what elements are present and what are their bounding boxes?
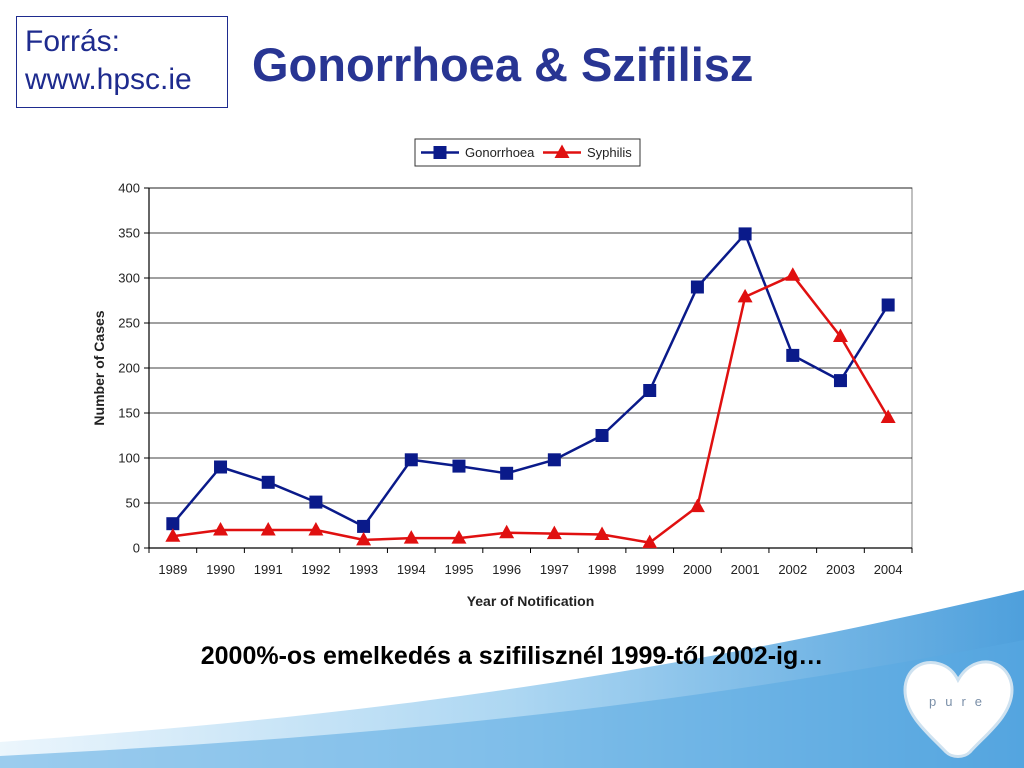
y-tick-label: 100 xyxy=(118,451,140,466)
y-tick-label: 250 xyxy=(118,316,140,331)
x-tick-label: 1993 xyxy=(349,562,378,577)
legend-label: Syphilis xyxy=(587,145,632,160)
data-point xyxy=(786,348,800,362)
y-tick-label: 200 xyxy=(118,361,140,376)
data-point xyxy=(689,498,705,513)
data-point xyxy=(356,531,372,546)
x-tick-label: 1998 xyxy=(588,562,617,577)
data-point xyxy=(738,227,752,241)
data-point xyxy=(213,522,229,536)
data-point xyxy=(785,267,801,281)
data-point xyxy=(643,384,657,397)
source-url: www.hpsc.ie xyxy=(25,63,192,96)
data-point xyxy=(357,519,371,533)
legend-entry-syphilis: Syphilis xyxy=(543,144,632,160)
data-point xyxy=(547,453,561,467)
y-axis-label: Number of Cases xyxy=(91,310,107,425)
heart-icon xyxy=(903,660,1014,758)
x-tick-label: 1999 xyxy=(635,562,664,577)
x-tick-label: 1994 xyxy=(397,562,426,577)
data-point xyxy=(404,453,418,467)
data-point xyxy=(595,429,609,442)
data-point xyxy=(260,522,276,536)
caption: 2000%-os emelkedés a szifilisznél 1999-t… xyxy=(200,642,824,670)
data-point xyxy=(881,298,895,312)
x-tick-label: 2003 xyxy=(826,562,855,577)
legend-entry-gonorrhoea: Gonorrhoea xyxy=(421,145,535,160)
x-tick-label: 1992 xyxy=(301,562,330,577)
x-tick-label: 2004 xyxy=(874,562,903,577)
x-tick-label: 1995 xyxy=(445,562,474,577)
data-point xyxy=(832,328,848,342)
x-tick-label: 2000 xyxy=(683,562,712,577)
data-point xyxy=(309,495,323,509)
data-point xyxy=(594,526,610,540)
data-point xyxy=(165,528,181,542)
data-point xyxy=(546,525,562,540)
series-gonorrhoea xyxy=(166,227,895,533)
x-axis-label: Year of Notification xyxy=(467,593,595,609)
y-tick-label: 150 xyxy=(118,406,140,421)
grid xyxy=(148,187,913,549)
data-point xyxy=(403,530,419,544)
x-tick-label: 1997 xyxy=(540,562,569,577)
data-point xyxy=(308,522,324,536)
data-point xyxy=(451,530,467,544)
x-tick-label: 1989 xyxy=(158,562,187,577)
x-tick-label: 2002 xyxy=(778,562,807,577)
y-tick-label: 300 xyxy=(118,271,140,286)
y-tick-label: 50 xyxy=(126,496,140,511)
chart: 0 50 100 150 200 250 300 350 400 1989 1990 1991 1992… xyxy=(91,138,913,609)
slide-title: Gonorrhoea & Szifilisz xyxy=(252,38,754,91)
series-line xyxy=(171,232,890,528)
source-label: Forrás: xyxy=(25,25,121,58)
source-box: Forrás: www.hpsc.ie xyxy=(16,16,228,108)
series-syphilis xyxy=(165,267,896,549)
data-point xyxy=(737,288,753,303)
legend: Gonorrhoea Syphilis xyxy=(414,138,641,167)
series-line xyxy=(172,274,890,544)
x-tick-label: 1996 xyxy=(492,562,521,577)
y-tick-label: 400 xyxy=(118,181,140,196)
data-point xyxy=(166,517,180,531)
x-tick-label: 2001 xyxy=(731,562,760,577)
brand-word: pure xyxy=(929,694,991,709)
data-point xyxy=(642,534,658,549)
y-tick-label: 0 xyxy=(133,541,140,556)
data-point xyxy=(690,280,704,294)
data-point xyxy=(500,466,514,480)
data-point xyxy=(880,409,896,423)
x-tick-label: 1991 xyxy=(254,562,283,577)
data-point xyxy=(214,460,228,474)
data-point xyxy=(452,459,466,473)
data-point xyxy=(554,144,570,158)
data-point xyxy=(499,524,515,539)
x-tick-label: 1990 xyxy=(206,562,235,577)
axes: 0 50 100 150 200 250 300 350 400 1989 1990 1991 1992… xyxy=(118,181,913,577)
data-point xyxy=(433,146,447,159)
y-tick-label: 350 xyxy=(118,226,140,241)
legend-label: Gonorrhoea xyxy=(465,145,535,160)
data-point xyxy=(833,374,847,388)
data-point xyxy=(261,475,275,489)
series xyxy=(165,227,896,549)
